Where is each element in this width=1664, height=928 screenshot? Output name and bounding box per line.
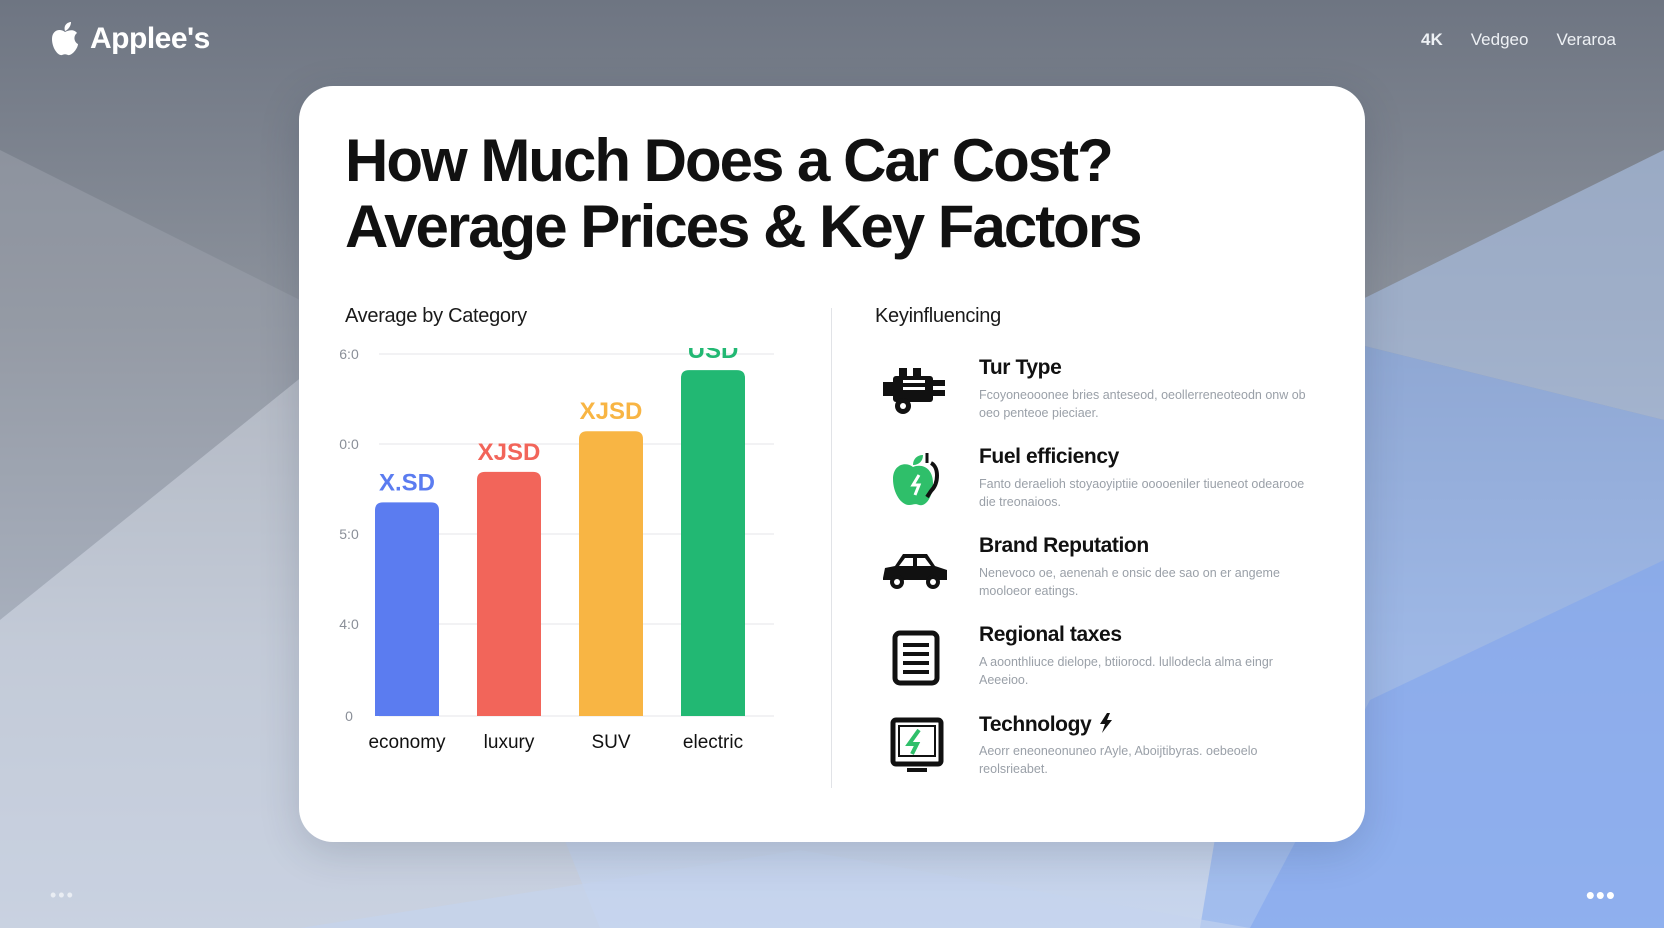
x-tick-label: SUV [591,732,630,753]
factor-description: Aeorr eneoneonuneo rAyle, Aboijtibyras. … [979,744,1258,776]
nav-item-2[interactable]: Vedgeo [1470,30,1529,49]
bar-chart: 0 4:0 5:0 0:0 6:0 X.SD economy XJSD luxury XJSD SU… [339,348,774,753]
top-nav: 4K Vedgeo Veraroa [1421,30,1616,50]
monitor-bolt-icon [890,717,944,772]
bar-data-label: USD [688,348,739,364]
nav-item-3[interactable]: Veraroa [1556,30,1616,49]
info-card: How Much Does a Car Cost? Average Prices… [299,86,1365,842]
bar [579,431,643,716]
bar-data-label: XJSD [580,398,643,425]
apple-icon [893,453,939,506]
y-tick-label: 0 [345,708,353,724]
column-divider [831,308,832,788]
title-line-1: How Much Does a Car Cost? [345,127,1114,194]
bar-data-label: XJSD [478,439,541,466]
y-tick-label: 4:0 [339,616,359,632]
y-tick-label: 5:0 [339,526,359,542]
chart-section-label: Average by Category [345,305,527,327]
title-line-2: Average Prices & Key Factors [345,193,1143,260]
factor-item: Fuel efficiency Fanto deraelioh stoyaoyi… [875,445,1315,525]
factor-title-text: Technology [979,713,1092,736]
factor-item: Tur Type Fcoyoneooonee bries anteseod, o… [875,356,1315,436]
bolt-icon [1099,713,1112,733]
y-tick-label: 6:0 [339,348,359,362]
x-tick-label: electric [683,732,743,753]
page-indicator: ••• [50,885,75,905]
card-title: How Much Does a Car Cost? Average Prices… [345,128,1245,260]
factor-description: Fanto deraelioh stoyaoyiptiie ooooeniler… [979,477,1305,509]
factor-item: Regional taxes A aoonthliuce dielope, bt… [875,623,1315,703]
bar [477,471,541,716]
factor-item: Technology Aeorr eneoneonuneo rAyle, Abo… [875,712,1315,792]
top-bar: Applee's 4K Vedgeo Veraroa [0,0,1664,90]
factor-description: A aoonthliuce dielope, btiiorocd. lullod… [979,655,1273,687]
apple-logo-icon [52,22,78,56]
nav-item-4k[interactable]: 4K [1421,30,1443,49]
y-tick-label: 0:0 [339,436,359,452]
x-tick-label: luxury [484,732,535,753]
more-options-button[interactable]: ••• [1585,880,1616,910]
factor-description: Fcoyoneooonee bries anteseod, oeollerren… [979,388,1306,420]
bar-data-label: X.SD [379,469,435,496]
brand-name: Applee's [90,22,210,55]
factor-title: Regional taxes [979,623,1122,646]
bar [375,502,439,716]
factor-title: Technology [979,712,1115,737]
factors-section-label: Keyinfluencing [875,305,1001,327]
engine-icon [883,368,945,414]
factor-item: Brand Reputation Nenevoco oe, aenenah e … [875,534,1315,614]
factor-title: Brand Reputation [979,534,1149,557]
factor-description: Nenevoco oe, aenenah e onsic dee sao on … [979,566,1280,598]
factor-title: Tur Type [979,356,1062,379]
car-icon [883,554,947,589]
x-tick-label: economy [368,732,446,753]
bar [681,370,745,716]
document-icon [892,630,940,686]
brand-logo[interactable]: Applee's [50,22,210,56]
factor-title: Fuel efficiency [979,445,1119,468]
